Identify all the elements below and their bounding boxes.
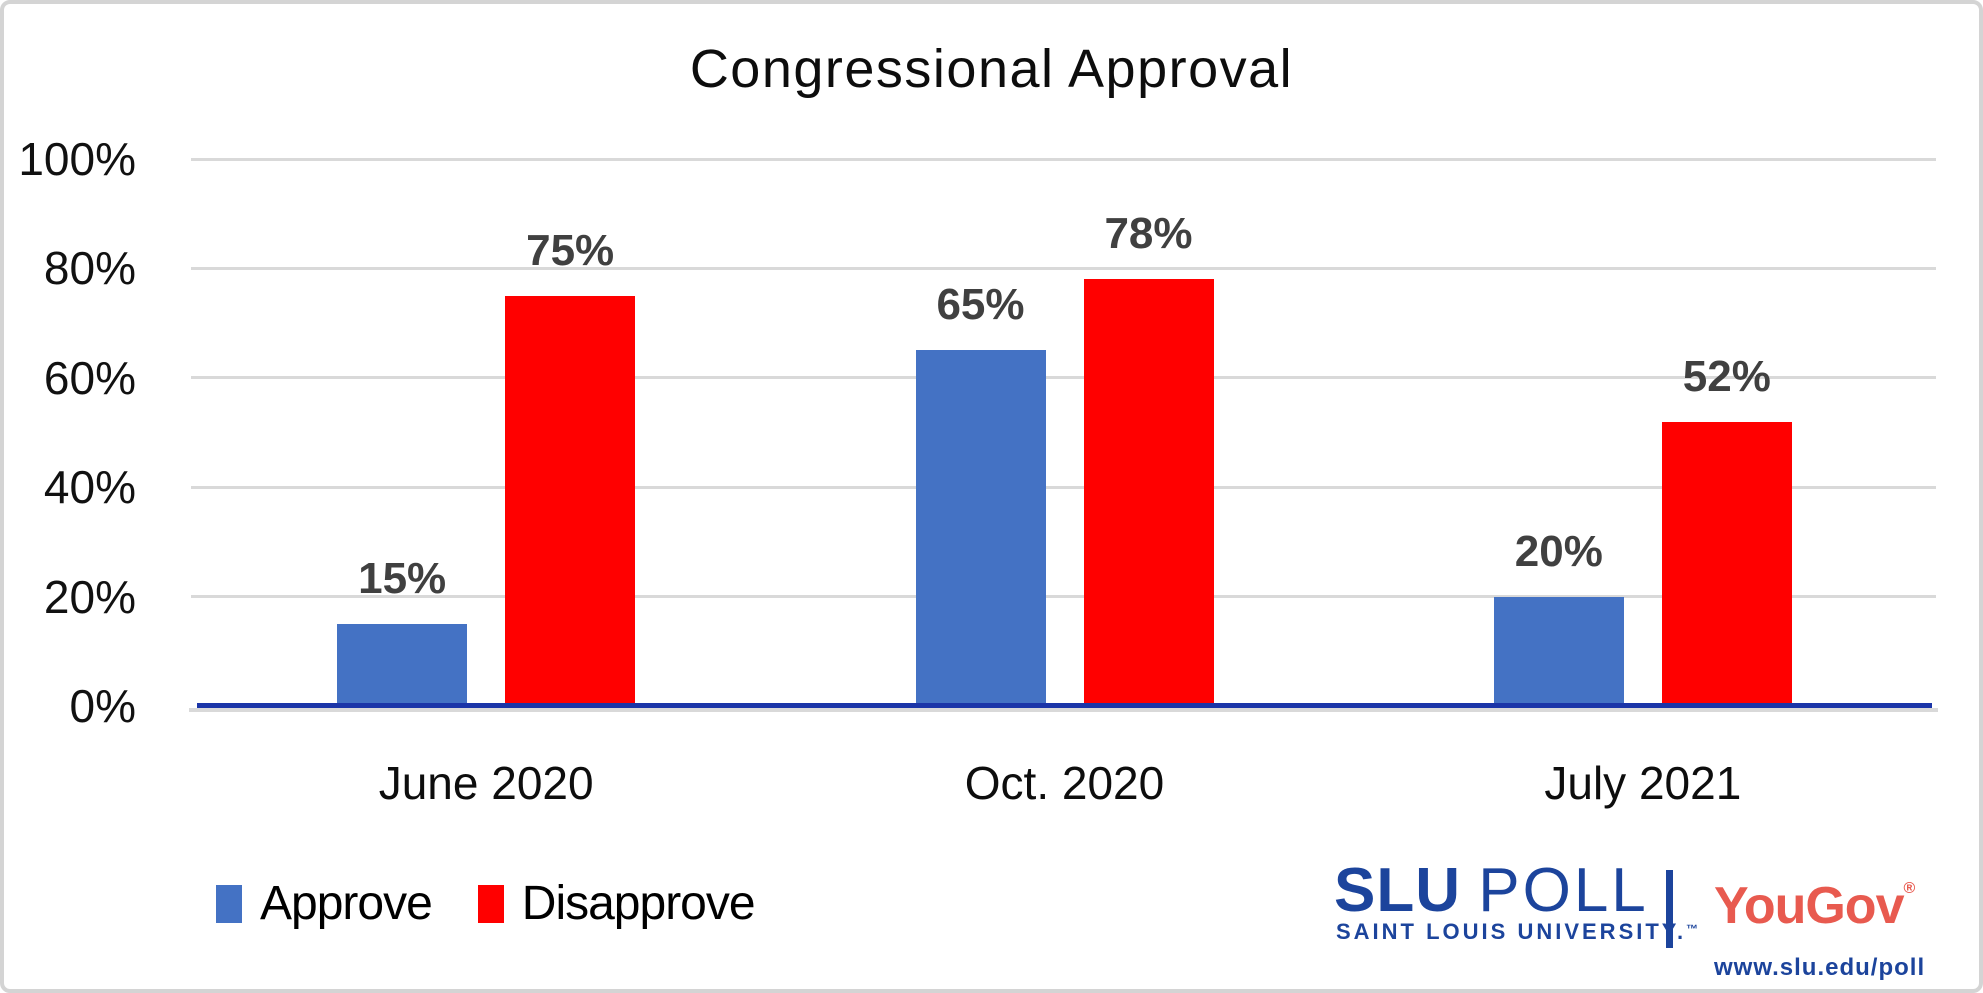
legend-swatch-disapprove xyxy=(477,884,504,923)
ytick-100: 100% xyxy=(18,133,136,185)
gridline-80 xyxy=(191,266,1936,270)
bar-approve-july-2021 xyxy=(1493,596,1624,706)
bar-disapprove-june-2020 xyxy=(505,295,636,706)
value-label-approve-july-2021: 20% xyxy=(1514,526,1603,576)
category-label-july-2021: July 2021 xyxy=(1544,757,1742,809)
value-label-disapprove-oct-2020: 78% xyxy=(1104,209,1193,259)
ytick-20: 20% xyxy=(43,570,136,623)
ytick-80: 80% xyxy=(43,242,136,295)
ytick-40: 40% xyxy=(43,461,136,514)
value-label-approve-june-2020: 15% xyxy=(358,553,447,603)
gridline-100 xyxy=(191,157,1936,161)
ytick-0: 0% xyxy=(69,680,136,732)
plot-area: 0% 20% 40% 60% 80% 100% 15% 75% June 2020 65% 78% O… xyxy=(4,4,1979,989)
value-label-approve-oct-2020: 65% xyxy=(936,280,1025,330)
ytick-60: 60% xyxy=(43,351,136,404)
category-label-june-2020: June 2020 xyxy=(378,757,594,809)
legend-item-disapprove: Disapprove xyxy=(477,876,756,931)
gridline-40 xyxy=(191,485,1936,489)
legend-swatch-approve xyxy=(216,884,242,923)
legend: Approve Disapprove xyxy=(216,876,756,931)
bar-approve-oct-2020 xyxy=(915,350,1046,706)
bar-approve-june-2020 xyxy=(337,623,468,706)
chart-title: Congressional Approval xyxy=(689,39,1294,99)
legend-item-approve: Approve xyxy=(216,876,433,931)
gridline-60 xyxy=(191,376,1936,380)
bar-disapprove-oct-2020 xyxy=(1083,279,1214,706)
value-label-disapprove-june-2020: 75% xyxy=(526,225,615,275)
category-label-oct-2020: Oct. 2020 xyxy=(964,757,1165,809)
x-axis-line xyxy=(197,703,1932,708)
value-label-disapprove-july-2021: 52% xyxy=(1682,351,1771,401)
legend-label-approve: Approve xyxy=(260,877,433,930)
legend-label-disapprove: Disapprove xyxy=(521,877,756,930)
bar-disapprove-july-2021 xyxy=(1661,421,1792,706)
gridline-20 xyxy=(191,595,1936,599)
x-axis-shadow xyxy=(189,708,1938,712)
